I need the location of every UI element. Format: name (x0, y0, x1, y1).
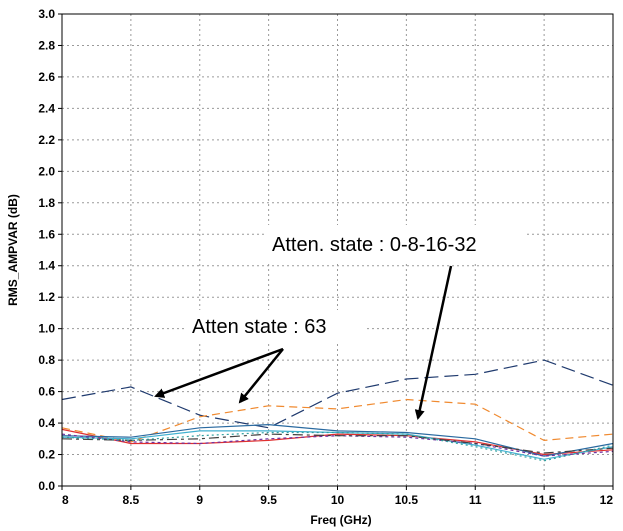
y-tick-label: 1.6 (38, 227, 55, 241)
y-axis-title: RMS_AMPVAR (dB) (6, 194, 20, 306)
y-tick-label: 2.4 (38, 101, 55, 115)
y-tick-label: 2.0 (38, 164, 55, 178)
series-lines (61, 359, 614, 462)
series-line-1 (61, 359, 614, 429)
y-tick-label: 1.0 (38, 322, 55, 336)
annotation-atten-states: Atten. state : 0-8-16-32 (272, 234, 477, 256)
annotation-box-states (266, 225, 526, 263)
y-tick-label: 0.8 (38, 353, 55, 367)
arrow-63-to-orange-line (238, 348, 284, 404)
arrow-63-to-upper-line (154, 347, 284, 398)
annotation-atten-63: Atten state : 63 (192, 316, 327, 338)
y-tick-labels: 0.0 0.2 0.4 0.6 0.8 1.0 1.2 1.4 1.6 1.8 2.0 2.2 2.4 2… (38, 7, 62, 493)
y-tick-label: 2.2 (38, 133, 55, 147)
arrow-states-to-low-lines (414, 265, 453, 420)
y-tick-label: 1.4 (38, 259, 55, 273)
y-tick-label: 1.2 (38, 290, 55, 304)
x-tick-label: 8.5 (123, 493, 140, 507)
y-tick-label: 0.2 (38, 448, 55, 462)
y-tick-label: 1.8 (38, 196, 55, 210)
x-tick-label: 9.5 (260, 493, 277, 507)
y-tick-label: 0.0 (38, 479, 55, 493)
x-tick-labels: 8 8.5 9 9.5 10 10.5 11 11.5 12 (61, 486, 614, 507)
y-tick-label: 0.4 (38, 416, 55, 430)
series-line-4 (61, 423, 614, 457)
x-tick-label: 9 (196, 493, 203, 507)
x-tick-label: 10 (331, 493, 345, 507)
x-tick-label: 10.5 (395, 493, 419, 507)
x-tick-label: 11.5 (533, 493, 556, 507)
x-tick-label: 11 (469, 493, 482, 507)
y-tick-label: 0.6 (38, 385, 55, 399)
x-tick-label: 12 (600, 493, 614, 507)
y-tick-label: 3.0 (38, 7, 55, 21)
series-line-7 (61, 433, 614, 454)
x-tick-label: 8 (62, 493, 69, 507)
y-tick-label: 2.6 (38, 70, 55, 84)
series-line-8 (61, 431, 614, 462)
y-tick-label: 2.8 (38, 38, 55, 52)
annotation-box-63 (187, 310, 365, 344)
x-axis-title: Freq (GHz) (310, 513, 371, 527)
